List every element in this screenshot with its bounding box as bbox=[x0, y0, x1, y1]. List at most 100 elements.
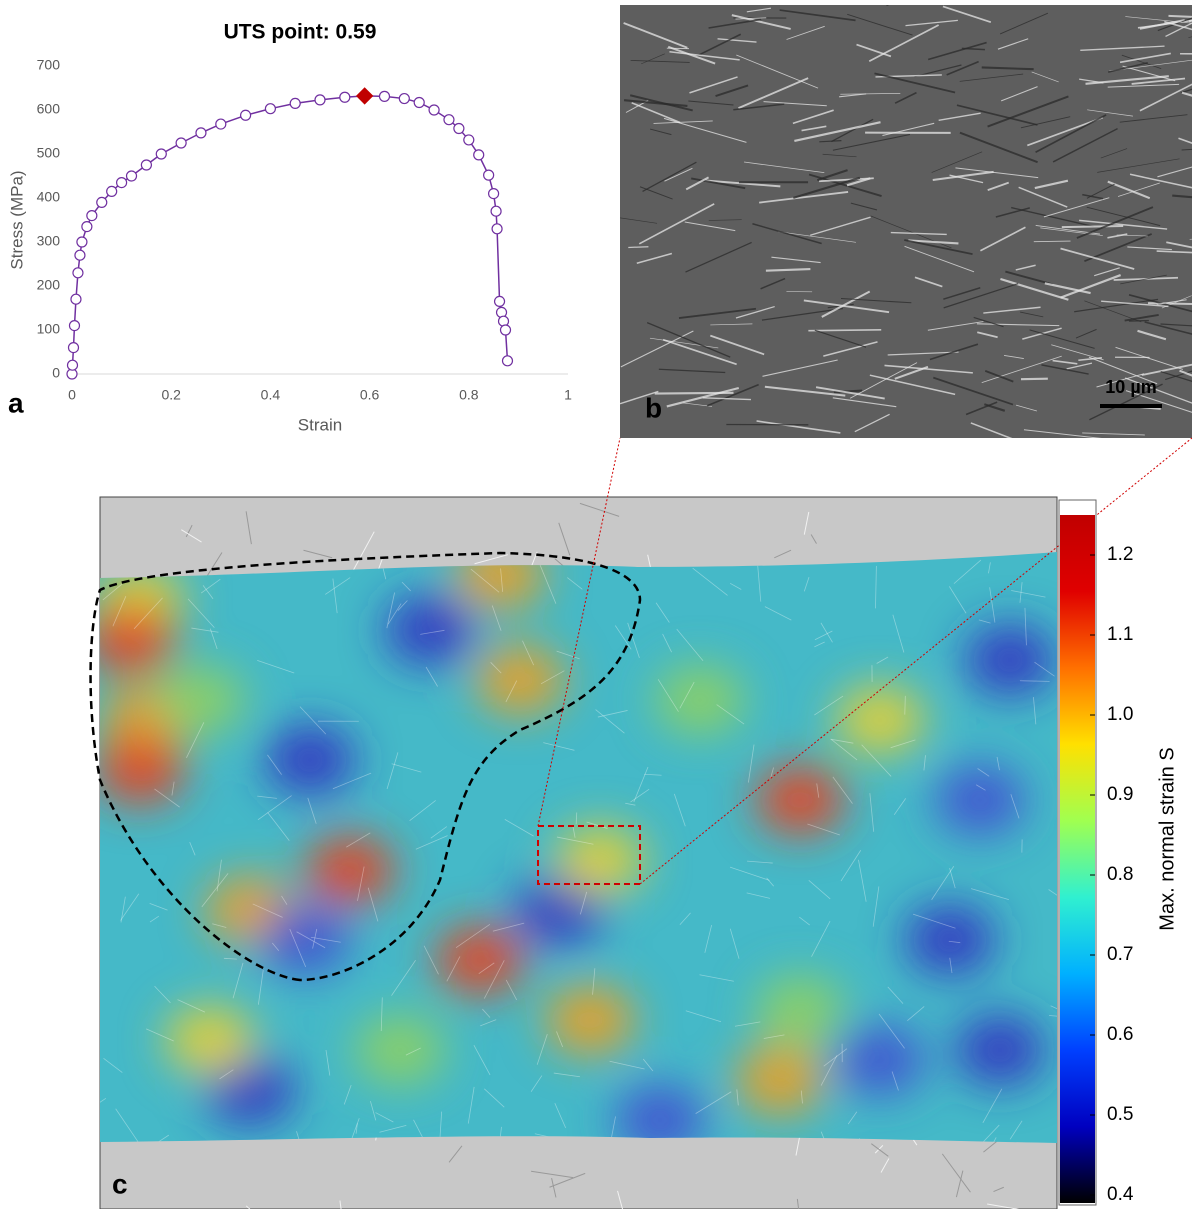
texture-line bbox=[575, 812, 578, 825]
texture-line bbox=[470, 568, 500, 593]
texture-line bbox=[267, 754, 282, 775]
texture-line bbox=[735, 17, 767, 20]
texture-line bbox=[649, 337, 719, 349]
texture-line bbox=[778, 231, 856, 243]
texture-line bbox=[455, 923, 491, 949]
texture-line bbox=[633, 766, 649, 803]
texture-line bbox=[484, 1088, 505, 1108]
texture-line bbox=[987, 95, 1069, 128]
texture-line bbox=[646, 321, 731, 358]
data-point bbox=[106, 185, 118, 197]
texture-line bbox=[271, 942, 280, 951]
texture-line bbox=[691, 177, 746, 190]
strain-blob bbox=[555, 825, 645, 895]
texture-line bbox=[567, 577, 583, 590]
texture-line bbox=[623, 22, 688, 49]
texture-line bbox=[904, 245, 975, 273]
texture-line bbox=[103, 1058, 123, 1073]
texture-line bbox=[890, 231, 947, 236]
data-point bbox=[499, 324, 512, 336]
texture-line bbox=[746, 892, 771, 899]
texture-line bbox=[638, 203, 715, 245]
texture-line bbox=[676, 628, 704, 662]
data-point bbox=[81, 221, 93, 233]
texture-line bbox=[765, 268, 811, 272]
texture-line bbox=[154, 1134, 170, 1143]
texture-line bbox=[869, 374, 956, 396]
texture-line bbox=[931, 151, 983, 173]
texture-line bbox=[948, 940, 961, 944]
texture-line bbox=[729, 928, 740, 959]
texture-line bbox=[799, 916, 810, 926]
texture-line bbox=[999, 12, 1049, 35]
texture-line bbox=[1165, 370, 1192, 381]
texture-line bbox=[831, 118, 874, 143]
texture-line bbox=[766, 877, 774, 887]
texture-line bbox=[814, 695, 844, 716]
texture-line bbox=[420, 629, 445, 635]
texture-line bbox=[774, 549, 792, 559]
texture-line bbox=[1166, 241, 1192, 249]
texture-line bbox=[187, 598, 215, 628]
texture-line bbox=[1074, 298, 1159, 313]
texture-line bbox=[289, 928, 307, 968]
x-tick-label: 0.4 bbox=[261, 387, 281, 403]
texture-line bbox=[984, 369, 1014, 383]
texture-line bbox=[1084, 233, 1153, 262]
texture-line bbox=[779, 9, 856, 22]
texture-line bbox=[1044, 282, 1091, 295]
texture-line bbox=[100, 928, 101, 930]
texture-line bbox=[307, 797, 317, 824]
data-point bbox=[66, 359, 79, 371]
texture-line bbox=[1179, 369, 1192, 377]
texture-line bbox=[120, 896, 126, 923]
strain-blob bbox=[515, 875, 605, 945]
texture-line bbox=[1178, 137, 1192, 144]
texture-line bbox=[558, 522, 571, 556]
texture-line bbox=[840, 298, 912, 304]
texture-line bbox=[912, 913, 956, 929]
texture-line bbox=[792, 109, 834, 125]
texture-line bbox=[357, 866, 365, 901]
texture-line bbox=[355, 1123, 358, 1134]
strain-blob bbox=[965, 625, 1055, 695]
texture-line bbox=[980, 226, 1026, 252]
texture-line bbox=[995, 207, 1030, 218]
texture-line bbox=[729, 582, 742, 590]
texture-line bbox=[474, 554, 508, 565]
data-point bbox=[68, 320, 81, 332]
texture-line bbox=[1050, 1005, 1057, 1022]
texture-line bbox=[1033, 240, 1071, 243]
texture-line bbox=[446, 956, 461, 982]
texture-line bbox=[1033, 696, 1037, 725]
texture-line bbox=[831, 739, 858, 761]
texture-line bbox=[807, 823, 840, 836]
texture-line bbox=[641, 53, 665, 65]
texture-line bbox=[894, 91, 917, 104]
y-tick-label: 300 bbox=[37, 233, 61, 249]
texture-line bbox=[1078, 357, 1102, 362]
data-point bbox=[398, 92, 410, 105]
texture-line bbox=[1108, 62, 1148, 73]
texture-line bbox=[112, 596, 127, 627]
texture-line bbox=[923, 755, 926, 771]
texture-line bbox=[664, 167, 693, 182]
texture-line bbox=[699, 974, 734, 982]
colorbar-label: Max. normal strain S bbox=[1156, 747, 1178, 930]
texture-line bbox=[981, 355, 1062, 384]
texture-line bbox=[820, 1055, 838, 1086]
colorbar-tick-label: 0.6 bbox=[1107, 1024, 1133, 1045]
texture-line bbox=[522, 640, 535, 666]
data-point bbox=[72, 267, 84, 279]
texture-line bbox=[760, 277, 786, 290]
texture-line bbox=[595, 709, 625, 734]
texture-line bbox=[1128, 319, 1149, 322]
x-axis-label: Strain bbox=[298, 415, 342, 434]
texture-line bbox=[1010, 794, 1020, 819]
y-tick-label: 0 bbox=[52, 365, 60, 381]
texture-line bbox=[983, 306, 1041, 314]
y-tick-label: 200 bbox=[37, 277, 61, 293]
texture-line bbox=[832, 776, 853, 804]
texture-line bbox=[803, 299, 890, 314]
